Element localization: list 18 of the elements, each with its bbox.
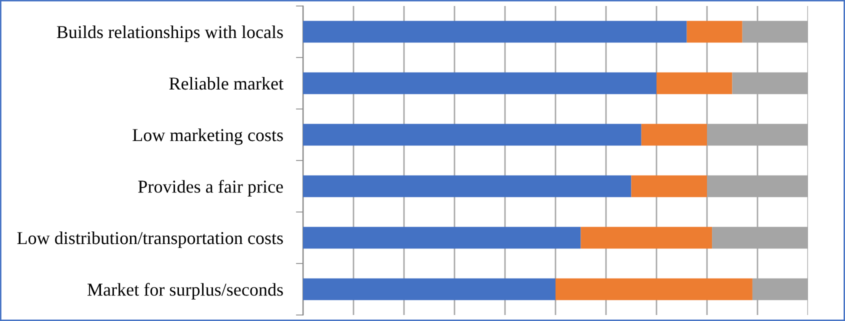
bar bbox=[303, 226, 581, 249]
y-tick-label: Reliable market bbox=[169, 76, 284, 90]
y-tick-label: Builds relationships with locals bbox=[56, 25, 283, 42]
bar bbox=[303, 124, 642, 146]
bar bbox=[580, 226, 712, 249]
y-tick-label: Market for surplus/seconds bbox=[88, 282, 283, 300]
bar bbox=[303, 278, 556, 300]
bar bbox=[641, 124, 707, 146]
y-tick-label: Provides a fair price bbox=[138, 180, 283, 196]
y-tick-label: Low distribution/transportation costs bbox=[17, 231, 283, 248]
bar bbox=[303, 20, 687, 43]
y-tick-label: Low marketing costs bbox=[132, 128, 283, 145]
bar bbox=[303, 72, 656, 94]
bar bbox=[656, 72, 732, 94]
bar bbox=[686, 20, 742, 43]
bar bbox=[631, 175, 707, 198]
bar bbox=[556, 278, 752, 300]
bar bbox=[303, 175, 632, 198]
